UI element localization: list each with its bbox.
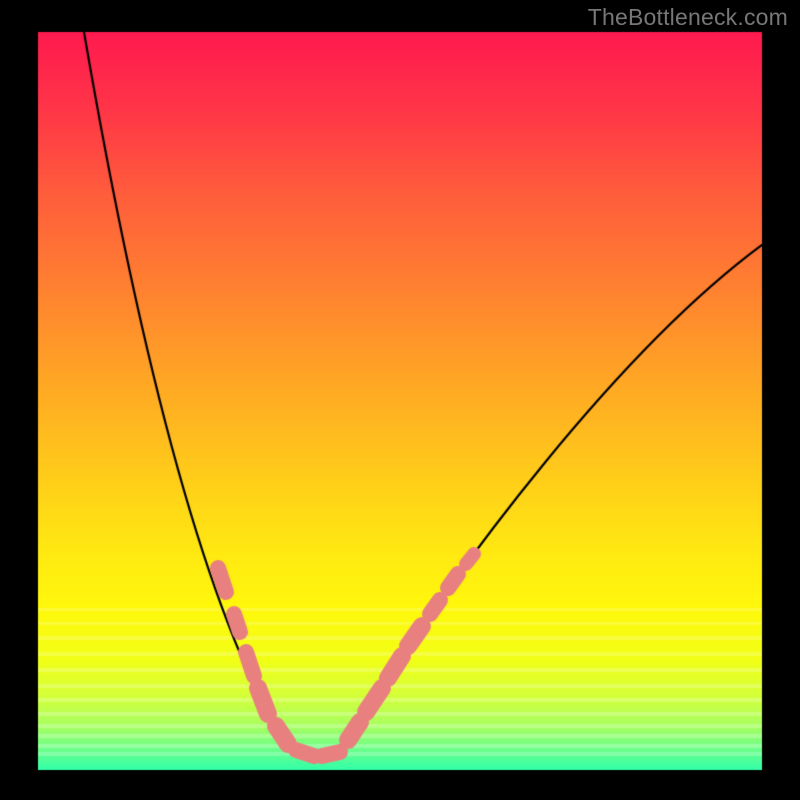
chart-root: TheBottleneck.com (0, 0, 800, 800)
watermark-label: TheBottleneck.com (588, 4, 788, 31)
bottleneck-chart-canvas (0, 0, 800, 800)
